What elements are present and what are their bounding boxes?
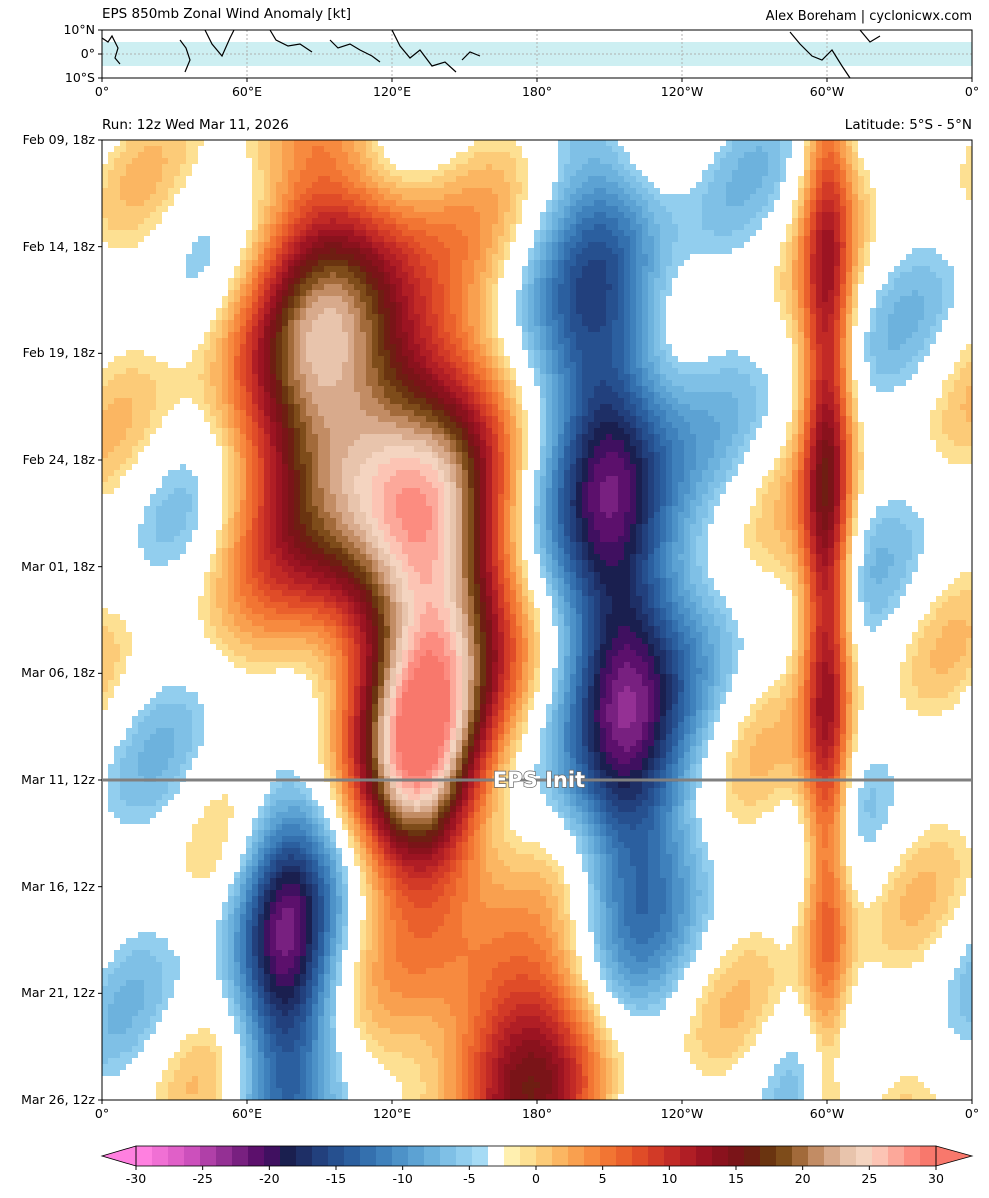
colorbar-swatch [552, 1146, 569, 1166]
colorbar-min-arrow [102, 1146, 136, 1166]
colorbar-swatch [616, 1146, 633, 1166]
colorbar-tick: -15 [326, 1173, 346, 1186]
colorbar-swatch [744, 1146, 761, 1166]
colorbar-swatch [664, 1146, 681, 1166]
hov-y-tick: Feb 09, 18z [23, 134, 95, 147]
colorbar-swatch [696, 1146, 713, 1166]
colorbar-swatch [648, 1146, 665, 1166]
colorbar-swatch [264, 1146, 281, 1166]
anomaly-field [102, 140, 972, 1100]
hov-x-tick: 120°W [661, 1108, 703, 1121]
hovmoller-plot: EPS Init [0, 0, 989, 1130]
colorbar-swatch [680, 1146, 697, 1166]
colorbar-swatch [360, 1146, 377, 1166]
colorbar-swatch [856, 1146, 873, 1166]
hov-y-tick: Feb 24, 18z [23, 454, 95, 467]
colorbar-swatch [376, 1146, 393, 1166]
colorbar-swatch [408, 1146, 425, 1166]
colorbar-swatch [520, 1146, 537, 1166]
hov-x-tick: 120°E [373, 1108, 411, 1121]
colorbar-swatch [712, 1146, 729, 1166]
colorbar-swatch [904, 1146, 921, 1166]
colorbar-tick: 5 [599, 1173, 607, 1186]
colorbar-swatch [536, 1146, 553, 1166]
colorbar-swatch [248, 1146, 265, 1166]
colorbar-swatch [184, 1146, 201, 1166]
hov-y-tick: Mar 01, 18z [21, 561, 95, 574]
hov-x-tick: 0° [965, 1108, 979, 1121]
colorbar-tick: -20 [259, 1173, 279, 1186]
colorbar-swatch [776, 1146, 793, 1166]
hov-y-tick: Feb 19, 18z [23, 347, 95, 360]
colorbar-tick: 0 [532, 1173, 540, 1186]
hov-y-tick: Mar 06, 18z [21, 667, 95, 680]
hov-y-tick: Mar 21, 12z [21, 987, 95, 1000]
hov-y-tick: Mar 26, 12z [21, 1094, 95, 1107]
colorbar-swatch [504, 1146, 521, 1166]
colorbar-max-arrow [936, 1146, 972, 1166]
colorbar-tick: -30 [126, 1173, 146, 1186]
colorbar-swatch [200, 1146, 217, 1166]
hov-x-tick: 60°E [232, 1108, 262, 1121]
colorbar-swatch [792, 1146, 809, 1166]
hov-x-tick: 0° [95, 1108, 109, 1121]
colorbar-swatch [760, 1146, 777, 1166]
colorbar-swatch [152, 1146, 169, 1166]
colorbar-tick: -25 [192, 1173, 212, 1186]
eps-init-label: EPS Init [493, 768, 585, 792]
colorbar-swatch [840, 1146, 857, 1166]
colorbar-swatch [632, 1146, 649, 1166]
colorbar-swatch [424, 1146, 441, 1166]
colorbar-tick: 20 [795, 1173, 811, 1186]
colorbar-tick: 15 [728, 1173, 744, 1186]
colorbar-swatch [136, 1146, 153, 1166]
colorbar-swatch [232, 1146, 249, 1166]
colorbar-swatch [296, 1146, 313, 1166]
hov-x-tick: 180° [522, 1108, 552, 1121]
colorbar-swatch [808, 1146, 825, 1166]
colorbar-swatch [456, 1146, 473, 1166]
colorbar-swatch [488, 1146, 505, 1166]
colorbar-swatch [280, 1146, 297, 1166]
colorbar-swatch [568, 1146, 585, 1166]
colorbar-tick: 30 [928, 1173, 944, 1186]
colorbar-swatch [728, 1146, 745, 1166]
colorbar-tick: -5 [463, 1173, 475, 1186]
colorbar-tick: 25 [861, 1173, 877, 1186]
colorbar-swatch [824, 1146, 841, 1166]
colorbar-swatch [216, 1146, 233, 1166]
colorbar-tick: -10 [392, 1173, 412, 1186]
hov-x-tick: 60°W [810, 1108, 845, 1121]
colorbar-swatch [328, 1146, 345, 1166]
colorbar-swatch [312, 1146, 329, 1166]
hov-y-tick: Mar 11, 12z [21, 774, 95, 787]
colorbar-swatch [888, 1146, 905, 1166]
colorbar-swatch [344, 1146, 361, 1166]
hov-y-tick: Feb 14, 18z [23, 241, 95, 254]
colorbar-swatch [872, 1146, 889, 1166]
colorbar-swatch [600, 1146, 617, 1166]
colorbar-swatch [920, 1146, 937, 1166]
hov-y-tick: Mar 16, 12z [21, 881, 95, 894]
colorbar-tick: 10 [661, 1173, 677, 1186]
colorbar-swatch [168, 1146, 185, 1166]
colorbar-swatch [472, 1146, 489, 1166]
colorbar-swatch [440, 1146, 457, 1166]
colorbar-swatch [584, 1146, 601, 1166]
colorbar-swatch [392, 1146, 409, 1166]
